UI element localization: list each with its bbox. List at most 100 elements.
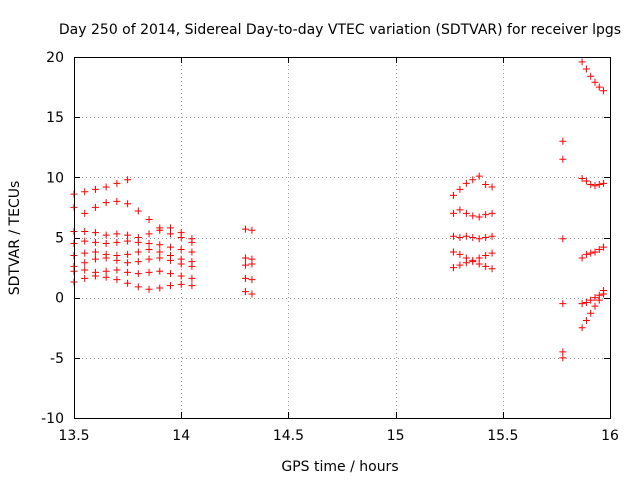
data-point	[587, 296, 595, 304]
data-point	[91, 272, 99, 280]
data-point	[595, 296, 603, 304]
data-point	[113, 197, 121, 205]
data-point	[488, 265, 496, 273]
data-point	[578, 58, 586, 66]
data-point	[559, 300, 567, 308]
data-point	[600, 243, 608, 251]
data-point	[113, 238, 121, 246]
data-point	[578, 254, 586, 262]
data-point	[600, 179, 608, 187]
data-point	[469, 234, 477, 241]
x-tick-label: 15.5	[487, 428, 518, 444]
data-point	[102, 183, 110, 191]
y-tick-label: 20	[46, 50, 64, 66]
data-point	[469, 176, 477, 184]
data-point	[482, 252, 490, 260]
y-tick-label: -10	[41, 411, 64, 427]
data-point	[134, 207, 142, 215]
data-point	[102, 254, 110, 262]
data-point	[166, 224, 174, 232]
x-axis-label: GPS time / hours	[281, 459, 398, 475]
data-point	[559, 155, 567, 163]
data-point	[482, 211, 490, 219]
data-point	[102, 273, 110, 281]
x-tick-label: 14.5	[273, 428, 304, 444]
data-point	[102, 231, 110, 239]
data-point	[587, 309, 595, 317]
data-point	[456, 234, 464, 241]
data-point	[469, 256, 477, 264]
chart-title: Day 250 of 2014, Sidereal Day-to-day VTE…	[59, 22, 621, 38]
data-point	[102, 240, 110, 248]
data-point	[177, 246, 185, 254]
data-point	[166, 270, 174, 278]
data-point	[156, 248, 164, 256]
data-point	[242, 254, 250, 262]
data-point	[578, 300, 586, 308]
data-point	[475, 172, 483, 180]
data-point	[166, 282, 174, 290]
data-point	[145, 240, 153, 248]
data-point	[488, 209, 496, 217]
data-point	[156, 241, 164, 249]
data-point	[559, 354, 567, 362]
data-point	[582, 177, 590, 185]
data-point	[488, 232, 496, 240]
data-point	[134, 270, 142, 278]
data-point	[124, 231, 132, 239]
data-point	[156, 226, 164, 234]
data-point	[449, 209, 457, 217]
data-point	[188, 282, 196, 290]
y-tick-label: -5	[50, 351, 64, 367]
data-point	[188, 274, 196, 282]
data-point	[188, 262, 196, 270]
data-point	[587, 72, 595, 80]
y-tick-label: 5	[55, 231, 64, 247]
data-point	[145, 285, 153, 293]
data-point	[81, 259, 89, 267]
data-point	[587, 181, 595, 189]
data-point	[475, 213, 483, 221]
data-point	[177, 260, 185, 268]
data-point	[559, 235, 567, 243]
data-point	[81, 209, 89, 217]
data-point	[134, 248, 142, 256]
data-point	[81, 227, 89, 235]
data-point	[113, 276, 121, 284]
data-point	[578, 175, 586, 183]
data-point	[156, 284, 164, 292]
axis-ticks	[74, 57, 611, 419]
data-point	[145, 230, 153, 238]
data-point	[91, 229, 99, 237]
tick-labels: 13.5 14 14.5 15 15.5 16 -10 -5 0 5 10 15 20	[41, 50, 619, 444]
data-point	[242, 261, 250, 269]
data-point	[248, 276, 256, 284]
data-point	[102, 267, 110, 275]
data-point	[188, 235, 196, 243]
data-point	[482, 262, 490, 270]
data-point	[145, 268, 153, 276]
data-point	[591, 302, 599, 310]
data-point	[156, 267, 164, 275]
data-point	[456, 261, 464, 269]
data-point	[582, 298, 590, 306]
data-point	[113, 256, 121, 264]
data-point	[582, 250, 590, 258]
data-point	[91, 203, 99, 211]
data-point	[81, 274, 89, 282]
data-point	[242, 225, 250, 233]
data-point	[559, 137, 567, 145]
data-point	[91, 248, 99, 256]
data-point	[449, 264, 457, 272]
data-point	[242, 274, 250, 282]
data-point	[248, 290, 256, 298]
data-point	[600, 290, 608, 298]
data-point	[456, 185, 464, 193]
data-point	[582, 65, 590, 73]
data-point	[456, 206, 464, 214]
data-point	[124, 259, 132, 267]
data-point	[469, 212, 477, 220]
data-point	[177, 272, 185, 280]
data-point	[582, 317, 590, 325]
data-point	[81, 266, 89, 274]
